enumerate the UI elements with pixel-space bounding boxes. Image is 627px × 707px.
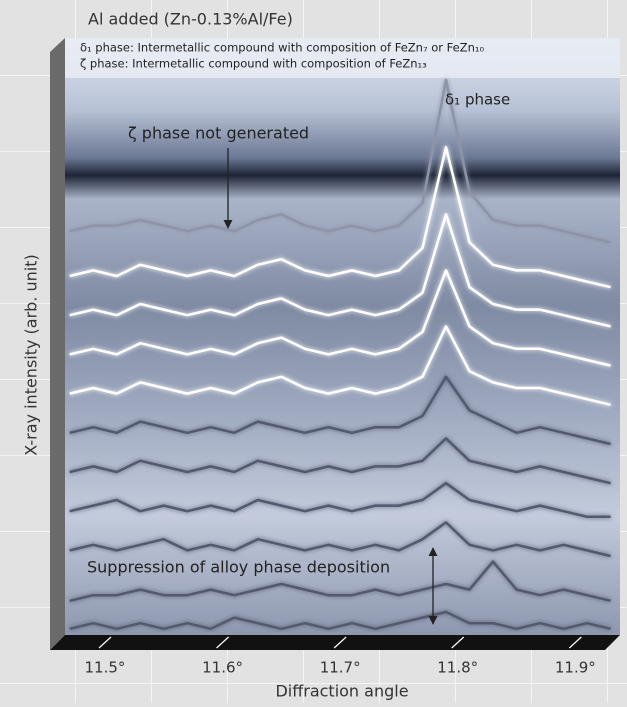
x-tick-label: 11.8°: [437, 659, 478, 677]
x-tick-label: 11.9°: [555, 659, 596, 677]
series-line: [69, 521, 611, 558]
series-line: [69, 269, 611, 367]
series-line: [69, 78, 611, 244]
floor: [50, 635, 620, 650]
series-line: [69, 375, 611, 446]
series-line: [69, 325, 611, 407]
x-tick-label: 11.5°: [85, 659, 126, 677]
chart-title: Al added (Zn-0.13%Al/Fe): [88, 10, 293, 29]
plot-background: [65, 38, 620, 635]
x-tick-label: 11.6°: [202, 659, 243, 677]
x-tick: [98, 636, 112, 649]
side-wall: [50, 38, 65, 650]
annotation: δ₁ phase: [445, 91, 510, 109]
x-axis-label: Diffraction angle: [275, 682, 408, 701]
x-tick: [216, 636, 229, 649]
series-line: [69, 610, 611, 631]
notes-box: [65, 38, 620, 78]
note: ζ phase: Intermetallic compound with com…: [80, 57, 427, 71]
x-tick: [451, 636, 465, 649]
annotation: ζ phase not generated: [128, 124, 309, 143]
x-tick: [333, 636, 347, 649]
note: δ₁ phase: Intermetallic compound with co…: [80, 41, 484, 55]
series-line: [69, 145, 611, 289]
y-axis-label: X-ray intensity (arb. unit): [22, 254, 41, 456]
x-tick: [568, 636, 582, 649]
x-tick-label: 11.7°: [320, 659, 361, 677]
series-line: [69, 437, 611, 485]
series-line: [69, 213, 611, 328]
series-line: [69, 560, 611, 603]
series-line: [69, 481, 611, 519]
annotation: Suppression of alloy phase deposition: [87, 558, 390, 577]
